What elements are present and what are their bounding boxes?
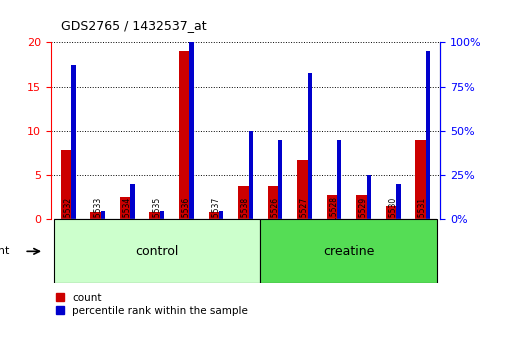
Text: creatine: creatine	[322, 245, 374, 258]
Bar	[120, 198, 134, 219]
Bar	[219, 211, 223, 219]
Text: GSM115538: GSM115538	[240, 196, 249, 242]
Text: GSM115529: GSM115529	[358, 196, 367, 242]
Bar	[395, 184, 400, 219]
Text: GSM115527: GSM115527	[299, 196, 309, 242]
Text: agent: agent	[0, 246, 10, 256]
Text: GSM115531: GSM115531	[417, 196, 426, 242]
Bar	[237, 186, 252, 219]
Bar	[307, 73, 312, 219]
Bar	[248, 131, 252, 219]
Bar	[71, 65, 76, 219]
Bar	[414, 140, 429, 219]
Bar	[425, 51, 429, 219]
Bar	[130, 184, 135, 219]
Bar	[277, 140, 282, 219]
Bar	[296, 160, 311, 219]
Text: GSM115537: GSM115537	[211, 196, 220, 242]
Legend: count, percentile rank within the sample: count, percentile rank within the sample	[56, 293, 248, 316]
Text: GSM115528: GSM115528	[329, 196, 338, 242]
Text: GSM115534: GSM115534	[123, 196, 132, 242]
Bar	[90, 212, 105, 219]
Bar	[179, 51, 193, 219]
Bar	[189, 0, 193, 219]
Text: GSM115536: GSM115536	[181, 196, 190, 242]
Text: GSM115530: GSM115530	[388, 196, 397, 242]
Bar	[149, 212, 164, 219]
Bar	[385, 206, 399, 219]
Bar	[326, 195, 341, 219]
Text: GSM115533: GSM115533	[93, 196, 102, 242]
Text: GDS2765 / 1432537_at: GDS2765 / 1432537_at	[61, 19, 206, 32]
Bar	[160, 211, 164, 219]
Text: GSM115526: GSM115526	[270, 196, 279, 242]
Text: GSM115535: GSM115535	[152, 196, 161, 242]
Bar	[267, 186, 282, 219]
Bar	[100, 211, 105, 219]
Bar	[61, 150, 76, 219]
FancyBboxPatch shape	[54, 219, 260, 283]
Text: control: control	[135, 245, 178, 258]
Bar	[336, 140, 341, 219]
Bar	[356, 195, 370, 219]
Text: GSM115532: GSM115532	[64, 196, 73, 242]
Bar	[366, 175, 370, 219]
Bar	[208, 212, 223, 219]
FancyBboxPatch shape	[260, 219, 436, 283]
